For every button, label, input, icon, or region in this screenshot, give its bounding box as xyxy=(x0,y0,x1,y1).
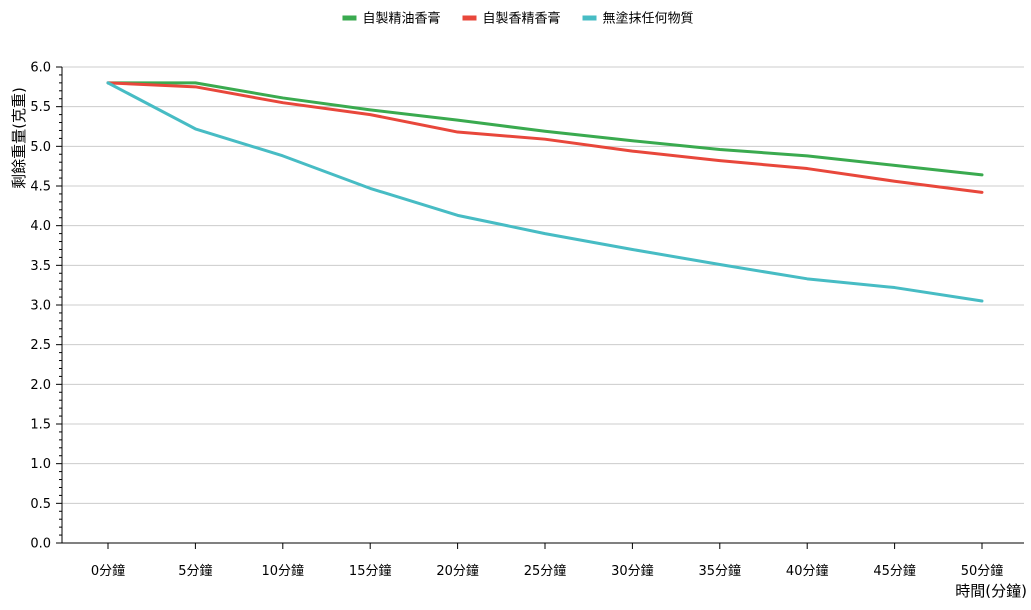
legend-swatch xyxy=(342,15,357,21)
legend-label: 自製精油香膏 xyxy=(362,11,440,27)
legend-item[interactable]: 自製香精香膏 xyxy=(462,11,561,27)
y-tick-label: 6.0 xyxy=(30,61,51,76)
y-tick-label: 5.0 xyxy=(30,140,51,155)
x-tick-label: 5分鐘 xyxy=(178,563,212,579)
legend-swatch xyxy=(462,15,477,21)
x-tick-label: 15分鐘 xyxy=(349,563,392,579)
series-line-1 xyxy=(106,81,984,177)
x-tick-label: 30分鐘 xyxy=(611,563,654,579)
legend-swatch xyxy=(582,15,597,21)
x-axis-title: 時間(分鐘) xyxy=(955,582,1027,600)
series-line-2 xyxy=(106,81,984,194)
legend-label: 無塗抹任何物質 xyxy=(603,11,694,27)
legend: 自製精油香膏 自製香精香膏 無塗抹任何物質 xyxy=(342,11,694,27)
legend-item[interactable]: 無塗抹任何物質 xyxy=(582,11,694,27)
y-tick-label: 4.5 xyxy=(30,180,51,195)
y-tick-label: 0.5 xyxy=(30,497,51,512)
y-tick-label: 0.0 xyxy=(30,537,51,552)
x-tick-label: 20分鐘 xyxy=(436,563,479,579)
x-tick-label: 10分鐘 xyxy=(262,563,305,579)
y-tick-label: 4.0 xyxy=(30,219,51,234)
y-tick-label: 2.5 xyxy=(30,338,51,353)
y-tick-label: 5.5 xyxy=(30,100,51,115)
axes: 0.0 0.5 1.0 1.5 2.0 2.5 3.0 3.5 4.0 4.5 5.0 5.5 6.0 0… xyxy=(30,61,1024,579)
y-tick-label: 1.0 xyxy=(30,457,51,472)
x-tick-label: 25分鐘 xyxy=(524,563,567,579)
x-tick-label: 45分鐘 xyxy=(873,563,916,579)
series-layer xyxy=(106,81,984,303)
x-tick-label: 50分鐘 xyxy=(961,563,1004,579)
y-tick-label: 3.5 xyxy=(30,259,51,274)
legend-label: 自製香精香膏 xyxy=(482,11,560,27)
y-axis-title: 剩餘重量(克重) xyxy=(10,87,28,189)
grid xyxy=(62,66,1024,504)
series-line-3 xyxy=(106,81,984,303)
y-tick-label: 1.5 xyxy=(30,418,51,433)
x-tick-label: 35分鐘 xyxy=(699,563,742,579)
y-tick-label: 3.0 xyxy=(30,299,51,314)
y-tick-label: 2.0 xyxy=(30,378,51,393)
x-tick-label: 0分鐘 xyxy=(91,563,125,579)
x-tick-label: 40分鐘 xyxy=(786,563,829,579)
legend-item[interactable]: 自製精油香膏 xyxy=(342,11,440,27)
